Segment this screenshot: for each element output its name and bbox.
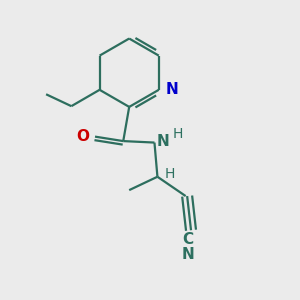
Text: O: O [77, 129, 90, 144]
Text: H: H [173, 127, 183, 141]
Text: N: N [157, 134, 169, 148]
Text: N: N [165, 82, 178, 97]
Text: C: C [182, 232, 194, 247]
Text: N: N [182, 247, 194, 262]
Text: H: H [165, 167, 175, 181]
